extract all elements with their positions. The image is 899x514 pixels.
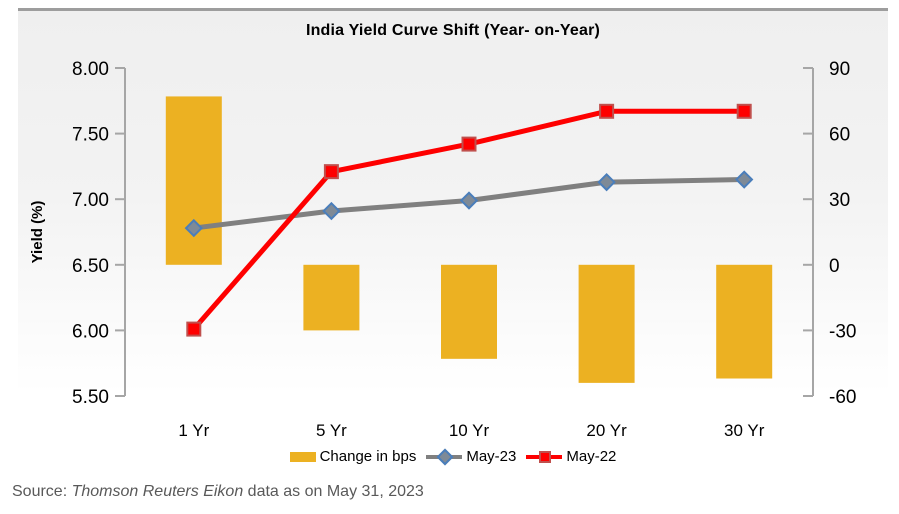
right-axis-tick-label: 30 <box>829 190 850 211</box>
chart-title: India Yield Curve Shift (Year- on-Year) <box>305 22 601 39</box>
marker-square-may-22-20-yr <box>599 103 615 119</box>
bar-5-yr <box>303 264 360 331</box>
x-axis-label: 5 Yr <box>316 421 347 440</box>
marker-square-may-22-10-yr <box>461 136 477 152</box>
bar-30-yr <box>716 264 773 379</box>
bar-swatch-icon <box>289 451 316 462</box>
legend-item-may-23: May-23 <box>426 448 517 466</box>
line-square-swatch-icon <box>526 450 563 463</box>
square-marker-icon <box>539 451 552 463</box>
right-axis-tick-label: 0 <box>829 256 840 277</box>
x-axis-label: 10 Yr <box>449 421 490 440</box>
right-axis-tick-label: -30 <box>829 321 856 342</box>
legend-label-may-23: May-23 <box>466 448 517 465</box>
left-axis-tick-label: 8.00 <box>72 59 109 80</box>
chart-panel: India Yield Curve Shift (Year- on-Year) … <box>18 8 888 478</box>
right-axis-tick-label: 60 <box>829 125 850 146</box>
legend-label-change-in-bps: Change in bps <box>319 448 417 465</box>
source-prefix: Source: <box>12 483 72 500</box>
marker-diamond-may-23-10-yr <box>459 191 479 210</box>
line-diamond-swatch-icon <box>426 448 463 466</box>
source-provider: Thomson Reuters Eikon <box>71 483 244 500</box>
chart-legend: Change in bps May-23 May-22 <box>18 448 888 466</box>
marker-square-may-22-1-yr <box>186 321 202 337</box>
left-axis-tick-label: 6.00 <box>72 321 109 342</box>
marker-diamond-may-23-5-yr <box>322 201 341 221</box>
diamond-marker-icon <box>436 448 454 466</box>
bar-10-yr <box>441 264 497 359</box>
bar-1-yr <box>165 96 222 265</box>
marker-diamond-may-23-20-yr <box>597 172 616 192</box>
left-axis-tick-label: 7.00 <box>72 190 109 211</box>
marker-diamond-may-23-30-yr <box>735 170 754 189</box>
source-suffix: data as on May 31, 2023 <box>243 483 424 500</box>
yield-curve-chart: 8.00 7.50 7.00 6.50 6.00 5.50 90 60 30 0 -30 -60 Yie… <box>29 59 856 440</box>
marker-square-may-22-30-yr <box>736 103 752 119</box>
bar-20-yr <box>578 264 635 383</box>
source-note: Source: Thomson Reuters Eikon data as on… <box>12 483 424 501</box>
x-axis-label: 30 Yr <box>724 421 765 440</box>
left-axis-title: Yield (%) <box>29 201 46 264</box>
legend-item-may-22: May-22 <box>526 448 616 465</box>
marker-diamond-may-23-1-yr <box>184 218 203 238</box>
x-axis-label: 1 Yr <box>178 421 209 440</box>
right-axis-tick-label: -60 <box>829 387 856 408</box>
left-axis-tick-label: 6.50 <box>72 256 109 277</box>
legend-label-may-22: May-22 <box>566 448 617 465</box>
marker-square-may-22-5-yr <box>323 164 339 180</box>
right-axis-tick-label: 90 <box>829 59 850 80</box>
left-axis-tick-label: 7.50 <box>72 125 109 146</box>
legend-item-change-in-bps: Change in bps <box>289 448 417 465</box>
left-axis-tick-label: 5.50 <box>72 387 109 408</box>
x-axis-label: 20 Yr <box>586 421 627 440</box>
